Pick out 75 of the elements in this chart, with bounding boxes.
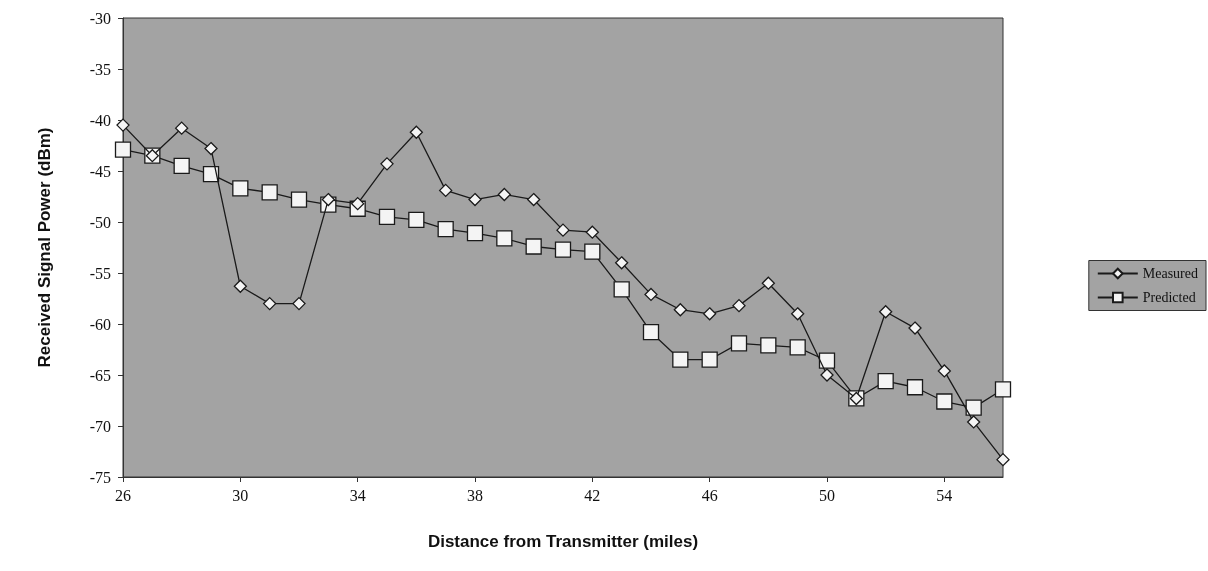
- point: [468, 192, 482, 207]
- point: [642, 324, 660, 341]
- legend-label: Predicted: [1142, 290, 1196, 305]
- point: [204, 141, 218, 156]
- y-tick-label: -70: [89, 417, 111, 435]
- point: [232, 180, 249, 197]
- y-axis-title: Received Signal Power (dBm): [35, 127, 54, 368]
- point: [879, 305, 893, 319]
- point: [791, 307, 805, 321]
- x-axis-title: Distance from Transmitter (miles): [427, 532, 699, 551]
- point: [672, 351, 689, 368]
- point: [703, 307, 717, 321]
- x-tick-label: 54: [936, 486, 953, 504]
- y-tick-label: -60: [89, 315, 111, 333]
- point: [527, 192, 541, 207]
- point: [263, 296, 277, 311]
- x-tick-label: 34: [349, 486, 366, 504]
- point: [877, 372, 894, 390]
- point: [730, 335, 748, 352]
- point: [994, 381, 1012, 398]
- point: [613, 281, 630, 298]
- point: [906, 379, 924, 396]
- point: [321, 192, 335, 207]
- point: [996, 453, 1010, 467]
- point: [967, 415, 981, 429]
- point: [615, 256, 629, 270]
- point: [701, 351, 718, 368]
- point: [732, 298, 746, 313]
- x-tick-label: 46: [701, 486, 718, 504]
- point: [261, 184, 278, 201]
- x-tick-label: 50: [819, 486, 835, 504]
- point: [673, 303, 687, 317]
- y-tick-label: -75: [89, 468, 111, 486]
- point: [496, 230, 513, 247]
- y-tick-label: -65: [89, 366, 111, 384]
- point: [439, 183, 453, 198]
- point: [525, 238, 542, 255]
- point: [556, 223, 570, 237]
- point: [175, 121, 189, 135]
- y-tick-label: -50: [89, 213, 111, 231]
- legend-label: Measured: [1142, 266, 1198, 281]
- point: [351, 196, 365, 211]
- point: [290, 191, 308, 208]
- point: [409, 125, 423, 139]
- point: [114, 141, 132, 158]
- point: [466, 225, 484, 242]
- point: [408, 211, 425, 229]
- point: [789, 339, 806, 356]
- point: [760, 337, 777, 354]
- point: [585, 225, 599, 239]
- point: [173, 157, 190, 175]
- x-tick-label: 26: [115, 486, 131, 504]
- point: [497, 187, 511, 202]
- point: [644, 287, 658, 302]
- y-tick-label: -45: [89, 162, 111, 180]
- point: [116, 118, 130, 132]
- x-tick-label: 30: [232, 486, 249, 504]
- point: [584, 243, 601, 260]
- point: [818, 352, 836, 369]
- point: [437, 220, 454, 238]
- point: [937, 364, 951, 378]
- point: [292, 296, 306, 311]
- y-tick-label: -55: [89, 264, 111, 282]
- y-tick-label: -40: [89, 111, 111, 129]
- x-tick-label: 38: [467, 486, 483, 504]
- point: [380, 157, 394, 171]
- point: [554, 241, 572, 258]
- point: [936, 393, 953, 410]
- y-tick-label: -35: [89, 60, 111, 78]
- point: [378, 208, 396, 226]
- point: [761, 276, 775, 290]
- point: [233, 279, 247, 293]
- x-tick-label: 42: [584, 486, 601, 504]
- y-tick-label: -30: [89, 9, 111, 27]
- point: [965, 399, 982, 416]
